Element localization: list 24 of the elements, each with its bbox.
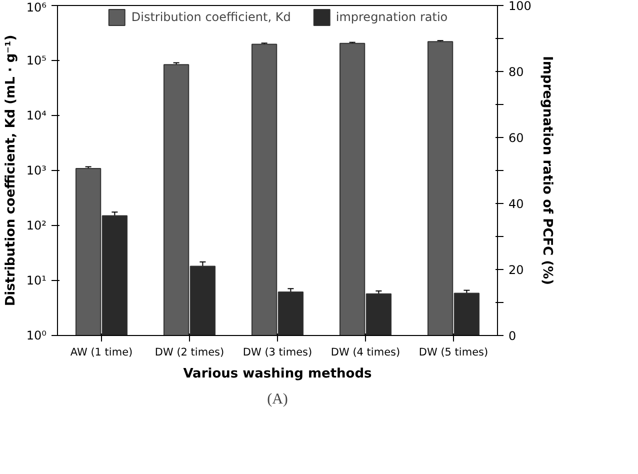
y-tick-label: 10² — [26, 218, 47, 232]
legend-label: impregnation ratio — [336, 10, 448, 24]
y2-tick-label: 20 — [508, 263, 524, 277]
x-tick-label: DW (5 times) — [418, 346, 488, 358]
x-tick-label: DW (2 times) — [154, 346, 224, 358]
y-tick-label: 10¹ — [26, 274, 47, 288]
y2-tick-label: 0 — [508, 329, 516, 343]
x-tick-label: DW (3 times) — [242, 346, 312, 358]
text: (A) — [267, 392, 288, 408]
y-tick-label: 10⁴ — [26, 108, 47, 122]
y-tick-label: 10⁰ — [26, 328, 47, 342]
y-axis-title: Distribution coefficient, Kd (mL · g⁻¹) — [3, 34, 18, 306]
y-tick-label: 10³ — [26, 164, 47, 178]
y2-tick-label: 60 — [508, 131, 524, 145]
x-axis-title: Various washing methods — [183, 366, 372, 382]
y-tick-label: 10⁶ — [26, 0, 47, 14]
y2-tick-label: 40 — [508, 197, 524, 211]
x-tick-label: DW (4 times) — [330, 346, 400, 358]
y-tick-label: 10⁵ — [26, 54, 47, 68]
legend-label: Distribution coefficient, Kd — [131, 10, 291, 24]
x-tick-label: AW (1 time) — [70, 346, 133, 358]
y2-axis-title: Impregnation ratio of PCFC (%) — [539, 56, 554, 285]
y2-tick-label: 100 — [508, 0, 532, 13]
y2-tick-label: 80 — [508, 65, 524, 79]
